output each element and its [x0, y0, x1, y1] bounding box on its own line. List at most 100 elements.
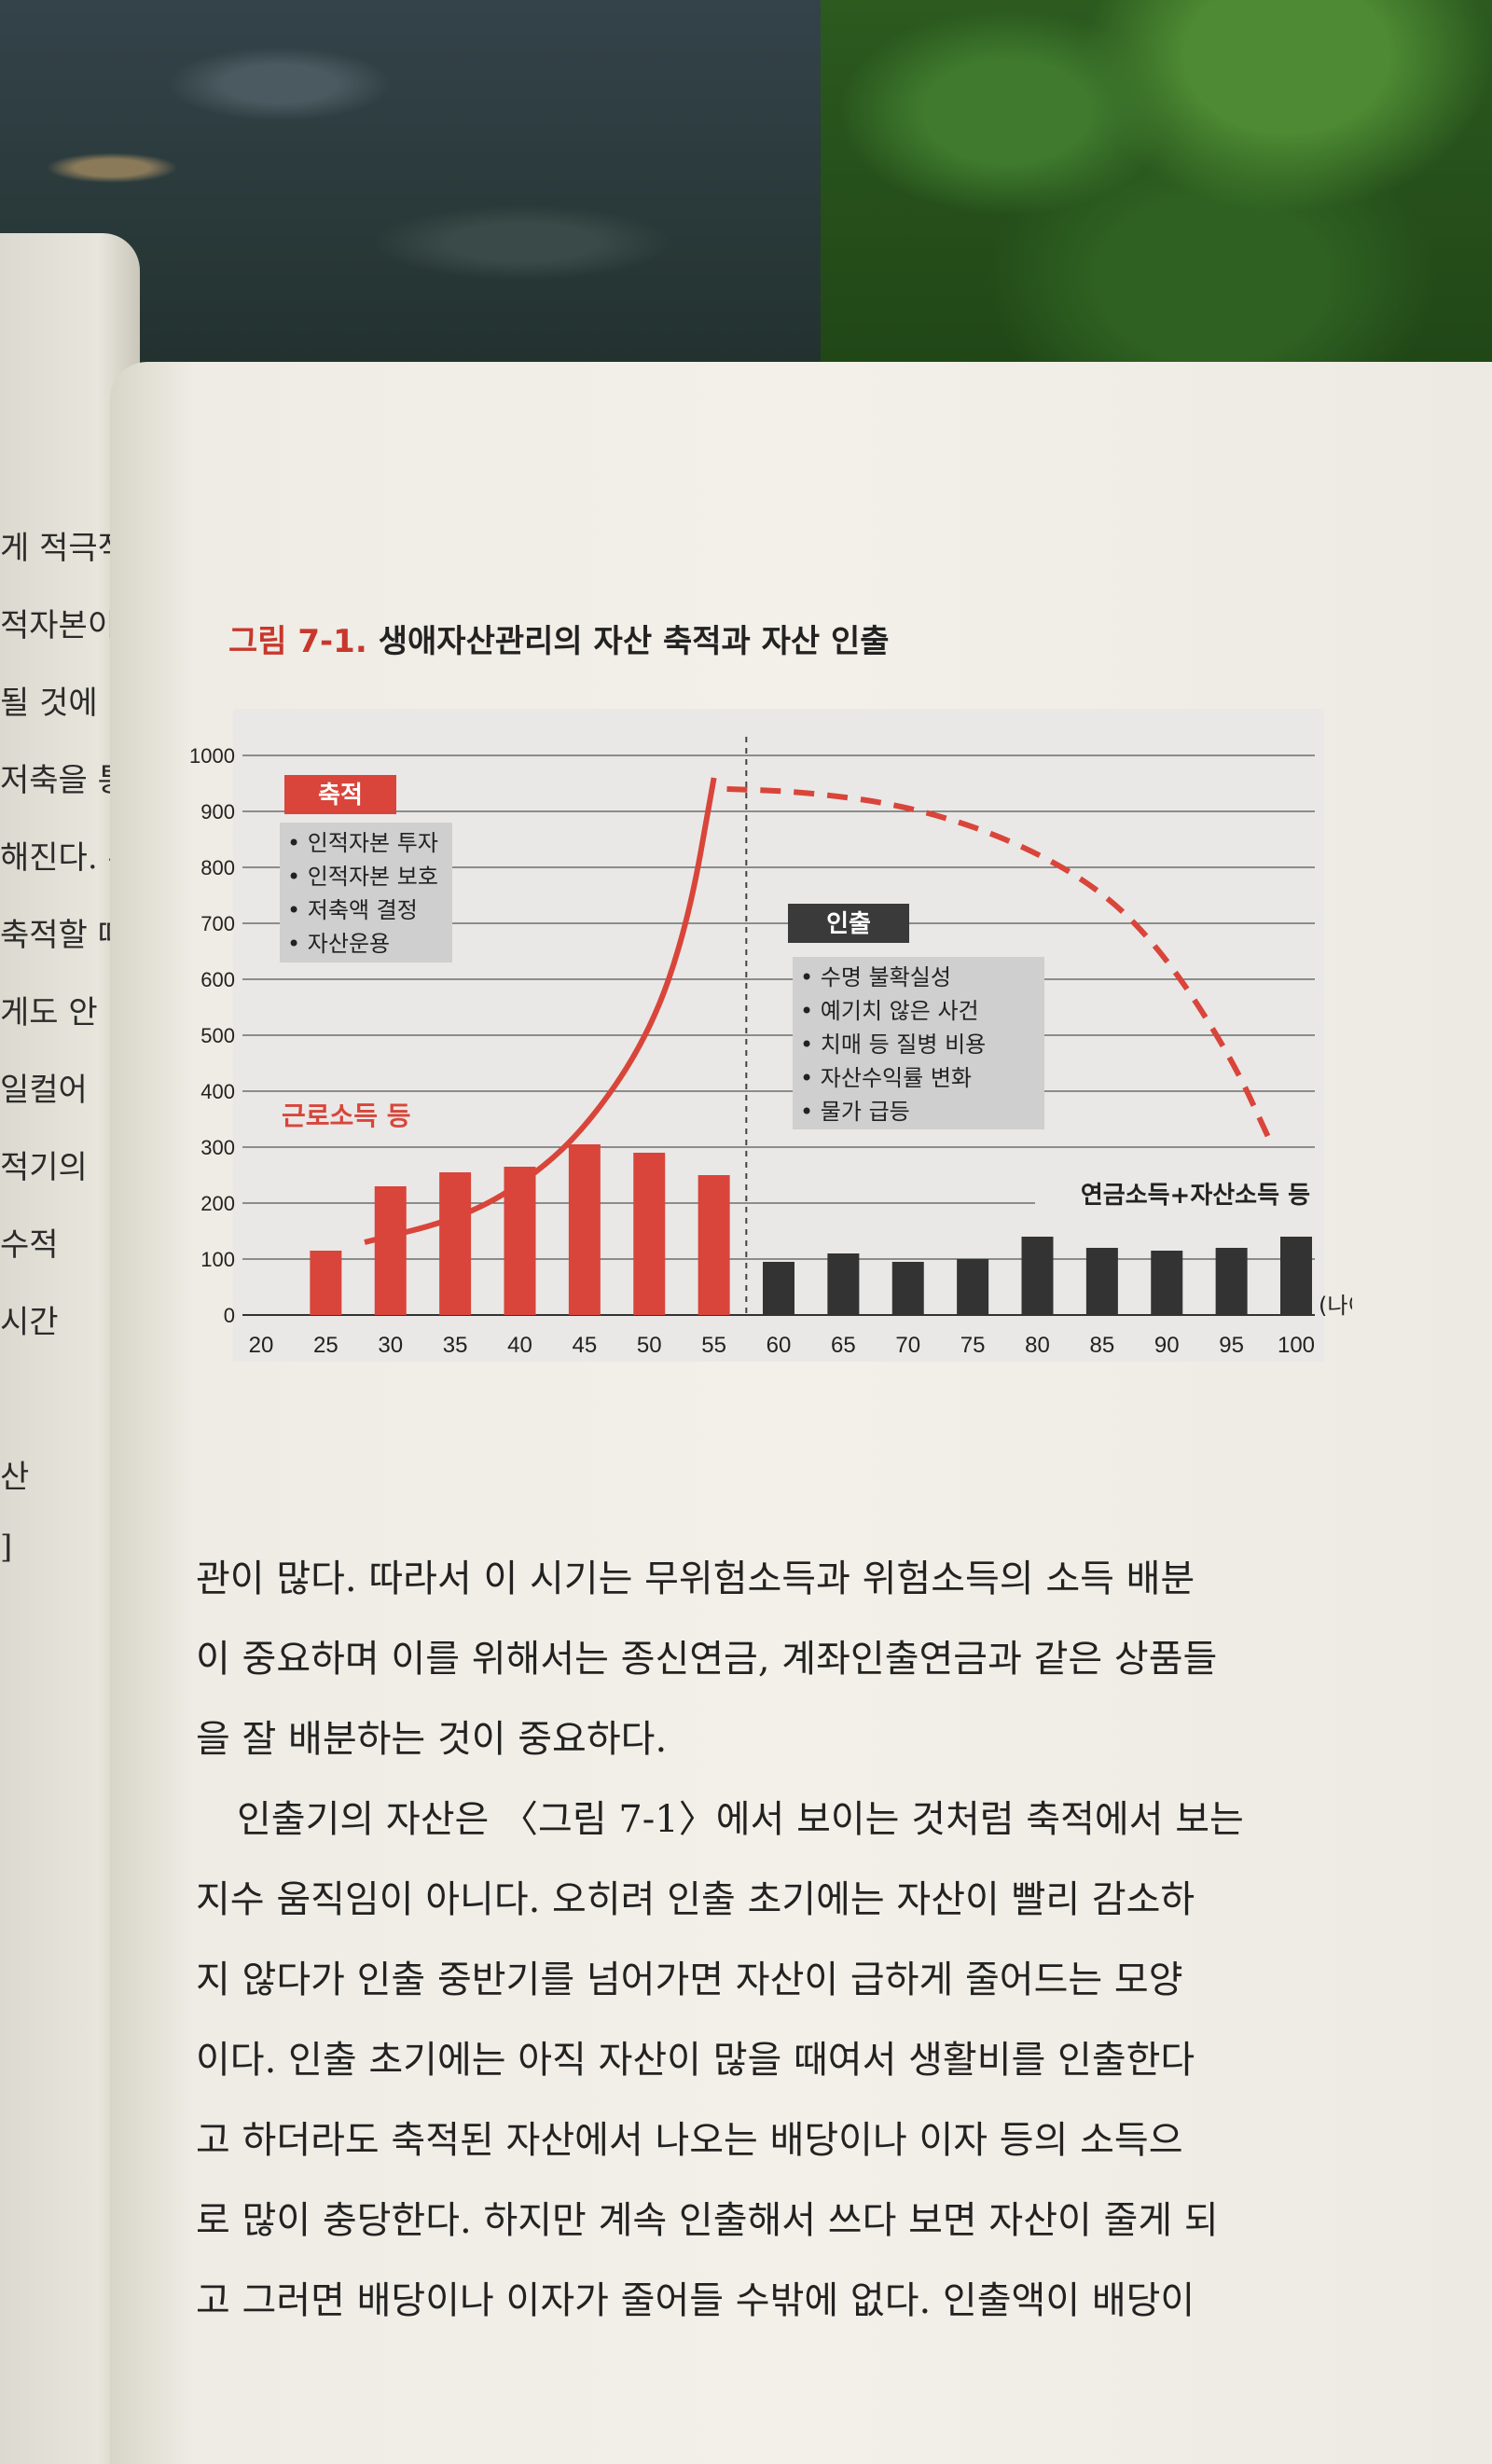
figure-title: 그림 7-1. 생애자산관리의 자산 축적과 자산 인출 [228, 616, 890, 661]
y-tick-label: 900 [200, 800, 235, 824]
accumulation-item: • 자산운용 [287, 931, 390, 957]
left-line: 시간 [0, 1304, 59, 1341]
left-line: 축적할 때 [0, 917, 112, 954]
retire-income-label: 연금소득+자산소득 등 [1081, 1182, 1310, 1210]
bar [827, 1253, 860, 1315]
x-tick-label: 50 [637, 1333, 662, 1358]
x-tick-label: 90 [1154, 1333, 1180, 1358]
body-line: 로 많이 충당한다. 하지만 계속 인출해서 쓰다 보면 자산이 줄게 되 [196, 2199, 1219, 2242]
x-tick-label: 65 [831, 1333, 856, 1358]
withdrawal-item: • 예기치 않은 사건 [800, 998, 979, 1024]
accumulation-curve [364, 777, 717, 1245]
body-line: 이다. 인출 초기에는 아직 자산이 많을 때여서 생활비를 인출한다 [196, 2039, 1195, 2082]
left-line: ] [0, 1529, 13, 1566]
left-line: 게도 안 [0, 994, 98, 1031]
bar [633, 1153, 666, 1315]
body-line: 지 않다가 인출 중반기를 넘어가면 자산이 급하게 줄어드는 모양 [196, 1959, 1183, 2001]
accumulation-item: • 인적자본 투자 [287, 830, 438, 856]
y-tick-label: 100 [200, 1248, 235, 1271]
left-line: 수적 [0, 1226, 59, 1264]
y-tick-label: 800 [200, 856, 235, 879]
left-line: 적기의 [0, 1149, 88, 1186]
y-tick-label: 1000 [189, 744, 235, 768]
y-tick-label: 700 [200, 912, 235, 935]
bar [1085, 1248, 1118, 1315]
bar [439, 1172, 472, 1315]
bar [891, 1262, 924, 1315]
x-tick-label: 95 [1219, 1333, 1244, 1358]
left-line: 적자본이 손상 [0, 607, 112, 644]
x-axis-unit: (나이) [1319, 1293, 1352, 1319]
x-tick-label: 55 [701, 1333, 726, 1358]
grass-background [821, 0, 1492, 410]
body-line: 관이 많다. 따라서 이 시기는 무위험소득과 위험소득의 소득 배분 [196, 1557, 1195, 1600]
x-tick-label: 80 [1025, 1333, 1050, 1358]
y-tick-label: 300 [200, 1136, 235, 1159]
x-tick-label: 35 [443, 1333, 468, 1358]
left-line: 산 [0, 1459, 30, 1496]
body-line: 인출기의 자산은 〈그림 7-1〉에서 보이는 것처럼 축적에서 보는 [237, 1798, 1244, 1841]
left-line: 게 적극적으 [0, 530, 112, 567]
withdrawal-label: 인출 [826, 910, 871, 938]
accumulation-list-box [280, 823, 452, 962]
retire-income-label-bg [1035, 1186, 1315, 1224]
chart-bars [310, 1144, 1312, 1315]
bar [957, 1259, 989, 1315]
left-line [0, 1374, 112, 1451]
x-tick-label: 45 [573, 1333, 598, 1358]
bar [1151, 1251, 1183, 1315]
x-tick-label: 75 [960, 1333, 986, 1358]
body-line: 지수 움직임이 아니다. 오히려 인출 초기에는 자산이 빨리 감소하 [196, 1878, 1195, 1921]
body-line: 고 하더라도 축적된 자산에서 나오는 배당이나 이자 등의 소득으 [196, 2119, 1183, 2162]
x-tick-label: 20 [249, 1333, 274, 1358]
figure-caption: 생애자산관리의 자산 축적과 자산 인출 [378, 623, 890, 660]
bar [1215, 1248, 1248, 1315]
bar [568, 1144, 601, 1315]
work-income-label: 근로소득 등 [282, 1100, 411, 1131]
x-tick-label: 85 [1090, 1333, 1115, 1358]
x-tick-label: 30 [378, 1333, 403, 1358]
y-axis: 0 100 200 300 400 500 600 700 800 900 1000 [189, 744, 235, 1327]
body-line: 고 그러면 배당이나 이자가 줄어들 수밖에 없다. 인출액이 배당이 [196, 2279, 1195, 2322]
bar [698, 1175, 730, 1315]
withdrawal-list-box [793, 957, 1044, 1129]
left-page-text: 게 적극적으 적자본이 손상 될 것에 대비 저축을 통해 해진다. 주 축적할… [0, 522, 112, 1606]
figure-number: 그림 7-1. [228, 623, 367, 660]
chart-annotations: 축적 • 인적자본 투자 • 인적자본 보호 • 저축액 결정 • 자산운용 인출 • 수명… [280, 775, 1315, 1224]
withdrawal-item: • 물가 급등 [800, 1099, 910, 1125]
x-tick-label: 25 [313, 1333, 338, 1358]
y-tick-label: 400 [200, 1080, 235, 1103]
left-line: 저축을 통해 [0, 762, 112, 799]
x-tick-label: 70 [895, 1333, 920, 1358]
chart-curves [364, 777, 1273, 1245]
withdrawal-item: • 자산수익률 변화 [800, 1065, 972, 1091]
accumulation-item: • 저축액 결정 [287, 897, 418, 923]
accumulation-item: • 인적자본 보호 [287, 864, 438, 890]
accumulation-label-box [284, 775, 396, 814]
bar [374, 1186, 407, 1315]
x-tick-label: 60 [767, 1333, 792, 1358]
body-line: 을 잘 배분하는 것이 중요하다. [196, 1718, 668, 1761]
y-tick-label: 500 [200, 1024, 235, 1047]
left-line: 해진다. 주 [0, 839, 112, 877]
x-tick-label: 100 [1278, 1333, 1315, 1358]
x-tick-label: 40 [507, 1333, 532, 1358]
withdrawal-item: • 치매 등 질병 비용 [800, 1031, 986, 1058]
bar [763, 1262, 794, 1315]
left-line: 일컬어 [0, 1072, 88, 1109]
body-text: 관이 많다. 따라서 이 시기는 무위험소득과 위험소득의 소득 배분 이 중요… [196, 1539, 1315, 2341]
x-axis: 20 25 30 35 40 45 50 55 60 65 70 75 80 85 90 95 100(나이) [249, 1293, 1352, 1358]
lifecycle-asset-chart: 0 100 200 300 400 500 600 700 800 900 1000 20 25 30 3… [189, 709, 1352, 1362]
body-line: 이 중요하며 이를 위해서는 종신연금, 계좌인출연금과 같은 상품들 [196, 1638, 1218, 1681]
y-tick-label: 600 [200, 968, 235, 991]
y-tick-label: 0 [224, 1304, 235, 1327]
left-line: 될 것에 대비 [0, 685, 112, 722]
withdrawal-label-box [788, 904, 909, 943]
accumulation-label: 축적 [318, 782, 363, 810]
withdrawal-curve [726, 786, 1273, 1143]
bar [1021, 1237, 1054, 1315]
y-tick-label: 200 [200, 1192, 235, 1215]
bar [1280, 1237, 1312, 1315]
withdrawal-item: • 수명 불확실성 [800, 964, 951, 990]
bar [310, 1251, 342, 1315]
